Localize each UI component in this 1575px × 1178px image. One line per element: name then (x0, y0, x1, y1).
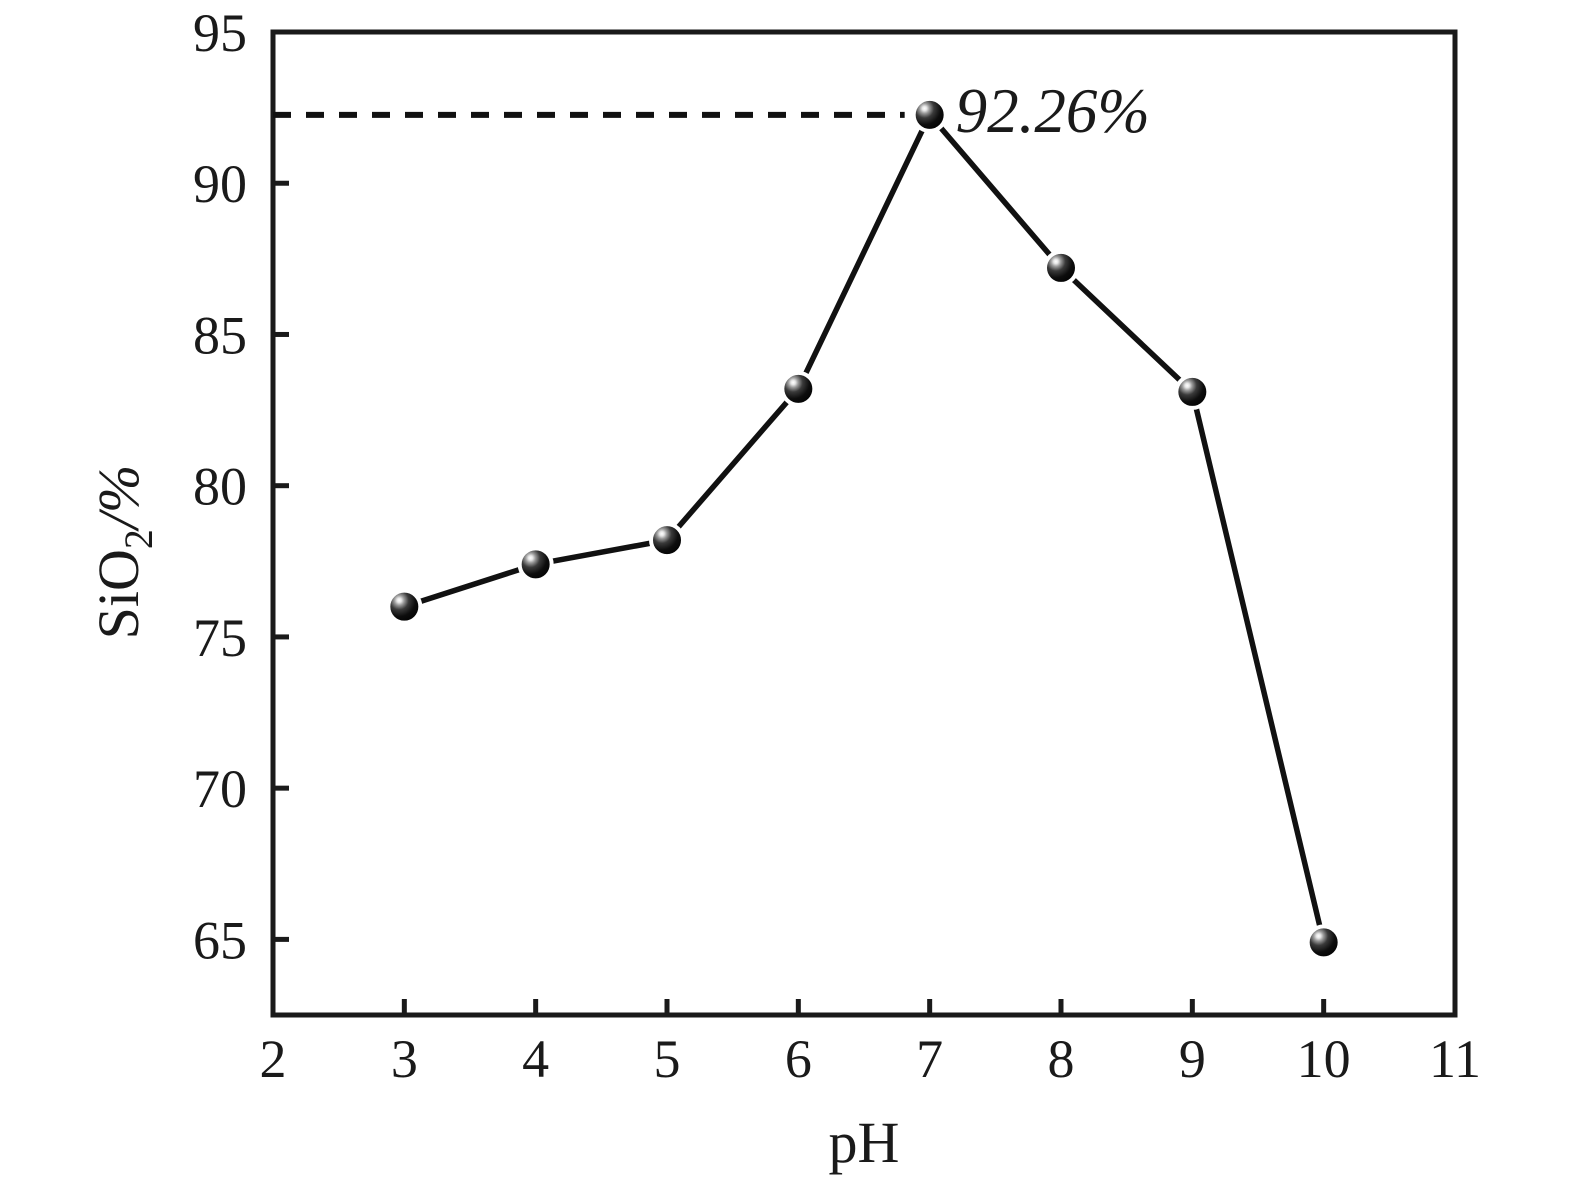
data-point-marker (1043, 249, 1079, 286)
y-axis-tick-label: 95 (193, 3, 247, 63)
y-axis-title: SiO2/% (86, 465, 161, 640)
data-point-marker (386, 588, 423, 625)
y-axis-tick-label: 75 (193, 608, 247, 668)
x-axis-tick-label: 4 (522, 1029, 549, 1089)
y-axis-tick-label: 85 (193, 305, 247, 365)
y-axis-title-unit: /% (86, 465, 151, 532)
x-axis-tick-label: 3 (391, 1029, 418, 1089)
y-axis-tick-label: 65 (193, 910, 247, 970)
x-axis-tick-label: 8 (1048, 1029, 1075, 1089)
data-point-marker (649, 522, 685, 559)
x-axis-tick-label: 6 (785, 1029, 812, 1089)
data-point-marker (780, 370, 817, 407)
x-axis-tick-label: 9 (1179, 1029, 1206, 1089)
y-axis-title-subscript: 2 (116, 529, 161, 549)
data-point-marker (1174, 373, 1211, 410)
y-axis-tick-label: 90 (193, 154, 247, 214)
peak-value-annotation: 92.26% (956, 76, 1150, 146)
plot-frame (270, 29, 1458, 1018)
y-axis-tick-label: 70 (193, 759, 247, 819)
x-axis-tick-label: 5 (654, 1029, 681, 1089)
data-point-marker (1305, 924, 1342, 961)
x-axis-title: pH (829, 1110, 900, 1175)
data-point-marker (911, 96, 948, 133)
x-axis-tick-label: 10 (1297, 1029, 1351, 1089)
data-point-marker (517, 546, 554, 583)
data-line (403, 112, 1327, 944)
x-axis-tick-label: 7 (916, 1029, 943, 1089)
x-axis-tick-label: 2 (260, 1029, 287, 1089)
y-axis-tick-label: 80 (193, 457, 247, 517)
y-axis-title-formula: SiO (86, 549, 151, 639)
x-axis-tick-label: 11 (1429, 1029, 1481, 1089)
